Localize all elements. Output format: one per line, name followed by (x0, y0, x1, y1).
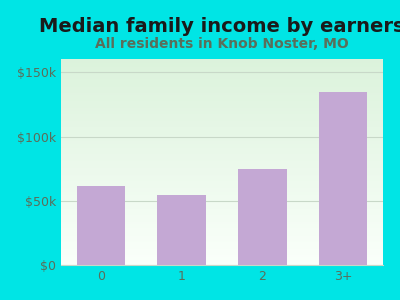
Bar (77, 186, 125, 266)
Text: All residents in Knob Noster, MO: All residents in Knob Noster, MO (95, 37, 349, 51)
Bar (238, 169, 286, 266)
Title: Median family income by earners: Median family income by earners (39, 17, 400, 36)
Bar (319, 92, 367, 266)
Bar (158, 195, 206, 266)
